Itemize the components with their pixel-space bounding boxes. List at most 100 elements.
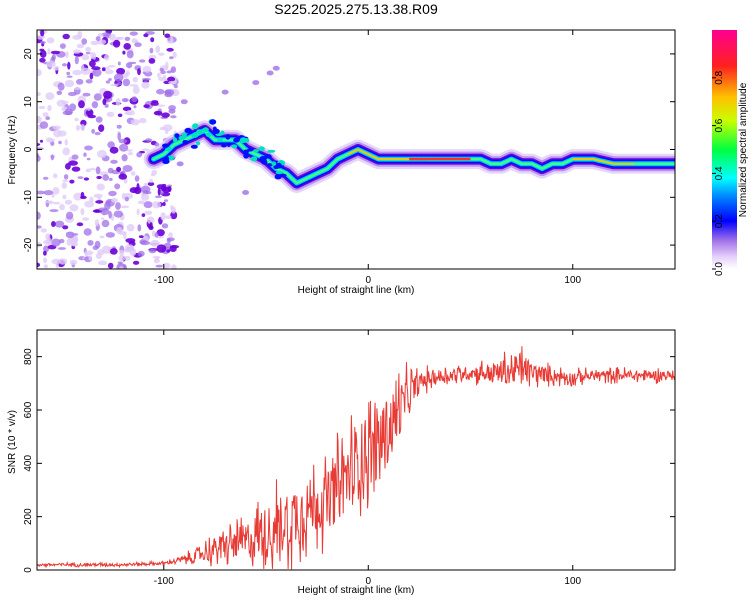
spectrogram-noise-blob <box>166 249 171 253</box>
spectrogram-noise-blob <box>108 78 112 81</box>
spectrogram-noise-blob <box>57 82 65 91</box>
spectrogram-noise-blob <box>137 200 145 205</box>
spectrogram-ridge-blob <box>162 159 170 165</box>
spectrogram-noise-blob <box>150 239 160 247</box>
spectrogram-noise-blob <box>176 161 184 167</box>
spectrogram-noise-blob <box>129 31 138 36</box>
spectrogram-noise-blob <box>109 146 119 154</box>
spectrogram-noise-blob <box>166 184 173 188</box>
spectrogram-noise-blob <box>165 215 172 220</box>
spectrogram-noise-blob <box>43 257 48 264</box>
spectrogram-noise-blob <box>98 260 108 266</box>
spectrogram-noise-blob <box>165 61 169 70</box>
spectrogram-noise-blob <box>65 51 69 59</box>
spectrogram-noise-blob <box>116 226 123 235</box>
spectrogram-noise-blob <box>107 65 116 68</box>
spectrogram-noise-blob <box>46 61 56 68</box>
spectrogram-noise-blob <box>68 160 78 166</box>
spectrogram-noise-blob <box>133 105 137 109</box>
spectrogram-noise-blob <box>252 80 260 86</box>
spectrogram-noise-blob <box>101 217 105 220</box>
spectrogram-ridge-blob <box>212 126 217 131</box>
spectrogram-ridge-blob <box>258 146 265 152</box>
spectrogram-noise-blob <box>119 143 129 152</box>
spectrogram-noise-blob <box>161 112 170 118</box>
spectrogram-y-axis: -20 -10 0 10 20 <box>23 48 675 252</box>
spectrogram-noise-blob <box>132 85 140 95</box>
snr-y-tick-label: 800 <box>23 348 34 365</box>
spectrogram-noise-blob <box>116 124 122 129</box>
spectrogram-ridge-blob <box>250 156 258 162</box>
spectrogram-ridge-blob <box>209 119 217 125</box>
spectrogram-ridge-blob <box>196 141 201 146</box>
spectrogram-noise-blob <box>90 51 94 60</box>
spectrogram-noise-blob <box>62 33 70 40</box>
spectrogram-noise-blob <box>39 121 49 129</box>
spectrogram-noise-blob <box>122 165 133 172</box>
spectrogram-noise-blob <box>94 219 99 227</box>
spectrogram-ridge-blob <box>172 137 178 143</box>
spectrogram-noise-blob <box>45 92 55 100</box>
spectrogram-noise-blob <box>108 177 113 181</box>
spectrogram-noise-blob <box>89 60 96 68</box>
spectrogram-noise-blob <box>118 255 126 262</box>
colorbar-label: Normalized spectral amplitude <box>738 82 749 217</box>
spectrogram-noise-blob <box>62 225 69 230</box>
spectrogram-y-tick-label: 0 <box>23 146 34 152</box>
spectrogram-noise-blob <box>169 245 177 253</box>
spectrogram-noise-blob <box>54 220 65 228</box>
spectrogram-noise-blob <box>86 157 91 161</box>
spectrogram-x-tick-label: 100 <box>564 275 581 286</box>
spectrogram-noise-blob <box>155 45 161 53</box>
spectrogram-noise-blob <box>80 64 85 71</box>
spectrogram-noise-blob <box>43 190 54 196</box>
spectrogram-noise-blob <box>47 104 52 112</box>
spectrogram-noise-blob <box>143 33 149 38</box>
spectrogram-noise-blob <box>164 33 171 39</box>
spectrogram-noise-blob <box>74 55 79 65</box>
spectrogram-noise-blob <box>62 194 67 200</box>
spectrogram-ridge-blob <box>225 134 231 140</box>
spectrogram-noise-blob <box>52 125 61 130</box>
spectrogram-noise-blob <box>166 70 172 74</box>
spectrogram-noise-blob <box>124 36 131 42</box>
spectrogram-noise-blob <box>85 51 91 55</box>
spectrogram-noise-blob <box>50 50 61 55</box>
spectrogram-noise-blob <box>121 154 128 162</box>
spectrogram-noise-blob <box>95 116 103 123</box>
snr-x-axis: -100 0 100 <box>154 330 582 587</box>
spectrogram-noise-blob <box>170 66 177 73</box>
spectrogram-noise-blob <box>64 199 72 205</box>
spectrogram-noise-blob <box>160 185 168 192</box>
spectrogram-noise-blob <box>62 147 70 156</box>
spectrogram-ridge-blob <box>221 143 227 148</box>
spectrogram-noise-blob <box>37 116 42 124</box>
spectrogram-noise-blob <box>158 52 165 56</box>
spectrogram-ridge-blob <box>174 133 180 139</box>
spectrogram-x-axis: -100 0 100 <box>154 30 582 286</box>
spectrogram-noise-blob <box>131 96 138 103</box>
spectrogram-noise-blob <box>242 190 250 196</box>
spectrogram-noise-blob <box>141 81 150 89</box>
spectrogram-noise-blob <box>57 247 67 250</box>
colorbar-gradient <box>712 30 737 269</box>
spectrogram-noise-blob <box>107 262 114 269</box>
spectrogram-noise-blob <box>40 40 46 44</box>
spectrogram-noise-blob <box>127 152 134 156</box>
spectrogram-noise-blob <box>161 223 169 229</box>
snr-y-tick-label: 200 <box>23 508 34 525</box>
spectrogram-noise-blob <box>44 200 54 204</box>
spectrogram-noise-blob <box>43 250 47 256</box>
spectrogram-noise-blob <box>40 139 43 143</box>
spectrogram-noise-blob <box>82 92 91 97</box>
spectrogram-noise-blob <box>77 176 84 180</box>
spectrogram-ridge-blob <box>276 162 282 169</box>
spectrogram-noise-blob <box>43 245 50 253</box>
spectrogram-noise-blob <box>105 66 110 70</box>
spectrogram-noise-blob <box>164 89 172 95</box>
spectrogram-noise-blob <box>149 47 154 54</box>
spectrogram-noise-blob <box>169 56 174 60</box>
spectrogram-noise-blob <box>48 138 56 142</box>
spectrogram-noise-blob <box>84 145 93 151</box>
spectrogram-noise-blob <box>59 204 65 211</box>
